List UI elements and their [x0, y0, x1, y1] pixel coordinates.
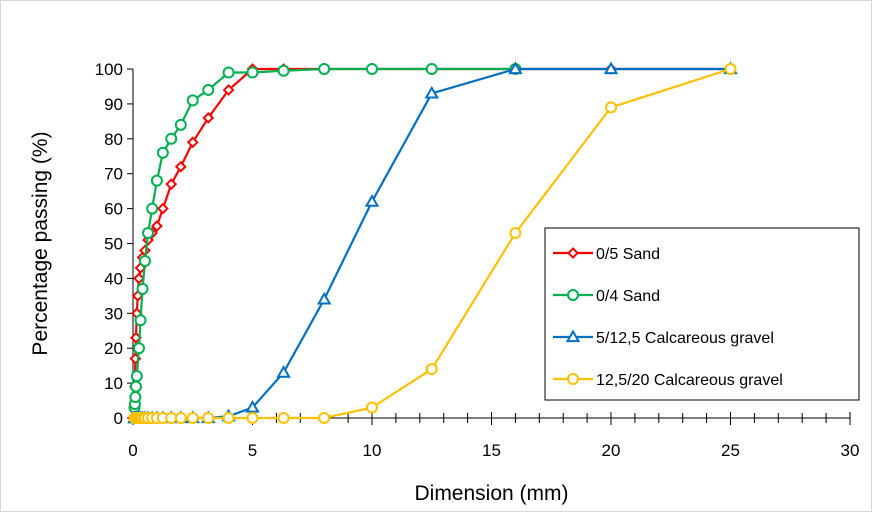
- data-point: [165, 412, 178, 424]
- data-point: [150, 220, 163, 232]
- data-point: [129, 380, 142, 393]
- y-tick-label: 40: [104, 269, 123, 288]
- series-line: [133, 67, 516, 408]
- data-point: [156, 146, 169, 159]
- data-point: [174, 160, 187, 173]
- legend-label: 5/12,5 Calcareous gravel: [596, 330, 774, 347]
- legend-entry: 12,5/20 Calcareous gravel: [553, 372, 783, 389]
- data-point: [277, 412, 290, 424]
- series-4: [128, 63, 737, 424]
- data-point: [202, 412, 215, 424]
- legend-swatch-marker: [567, 373, 579, 385]
- x-tick-label: 30: [841, 441, 860, 460]
- data-point: [138, 254, 151, 267]
- x-tick-label: 15: [482, 441, 501, 460]
- legend-box: [544, 227, 860, 401]
- x-tick-label: 5: [248, 441, 257, 460]
- series-2: [128, 63, 522, 414]
- y-tick-label: 10: [104, 374, 123, 393]
- data-point: [424, 85, 439, 99]
- data-point: [186, 412, 199, 424]
- x-tick-label: 0: [128, 441, 137, 460]
- data-point: [136, 282, 149, 295]
- data-point: [150, 174, 163, 187]
- y-tick-label: 80: [104, 130, 123, 149]
- data-point: [165, 132, 178, 145]
- data-point: [202, 83, 215, 96]
- data-point: [202, 111, 215, 124]
- data-point: [366, 401, 378, 414]
- data-point: [724, 63, 737, 75]
- y-tick-label: 100: [95, 60, 123, 79]
- data-point: [425, 363, 438, 376]
- data-point: [186, 136, 199, 149]
- data-point: [276, 365, 291, 378]
- y-tick-label: 70: [104, 165, 123, 184]
- data-point: [425, 63, 438, 75]
- y-tick-label: 0: [114, 409, 123, 428]
- x-tick-label: 10: [363, 441, 382, 460]
- data-point: [222, 66, 235, 79]
- data-point: [246, 66, 259, 79]
- data-point: [366, 63, 378, 75]
- legend-swatch-marker: [565, 329, 581, 343]
- legend-label: 12,5/20 Calcareous gravel: [596, 372, 783, 389]
- y-axis-title: Percentage passing (%): [29, 131, 52, 355]
- data-point: [508, 61, 523, 75]
- data-point: [133, 272, 145, 285]
- data-point: [156, 202, 169, 215]
- x-tick-label: 25: [721, 441, 740, 460]
- legend-swatch-marker: [567, 289, 579, 301]
- data-point: [186, 94, 199, 107]
- data-point: [222, 84, 235, 96]
- data-point: [246, 412, 259, 424]
- legend: 0/5 Sand 0/4 Sand 5/12,5 Calcareous gravel…: [544, 227, 860, 401]
- legend-label: 0/4 Sand: [596, 288, 660, 305]
- data-point: [174, 118, 187, 131]
- data-point: [277, 64, 290, 77]
- legend-swatch-marker: [567, 247, 579, 259]
- y-tick-label: 50: [104, 235, 123, 254]
- y-tick-label: 20: [104, 339, 123, 358]
- x-axis-title: Dimension (mm): [414, 482, 568, 505]
- legend-entry: 0/5 Sand: [553, 246, 660, 263]
- data-point: [174, 412, 187, 424]
- data-point: [605, 101, 617, 114]
- data-point: [134, 314, 147, 327]
- legend-entry: 5/12,5 Calcareous gravel: [553, 329, 774, 347]
- data-point: [509, 227, 522, 240]
- data-point: [364, 194, 380, 207]
- data-point: [146, 202, 159, 215]
- y-tick-label: 90: [104, 95, 123, 114]
- x-tick-label: 20: [602, 441, 621, 460]
- data-point: [603, 61, 619, 75]
- data-point: [318, 63, 331, 75]
- data-point: [142, 227, 155, 240]
- series-layer: [127, 61, 738, 424]
- data-point: [245, 400, 260, 413]
- data-point: [129, 391, 142, 404]
- data-point: [130, 370, 143, 383]
- data-point: [316, 291, 332, 305]
- y-tick-label: 60: [104, 200, 123, 219]
- data-point: [165, 178, 178, 191]
- data-point: [318, 412, 331, 424]
- legend-label: 0/5 Sand: [596, 246, 660, 263]
- data-point: [222, 412, 235, 424]
- data-point: [132, 342, 145, 355]
- legend-entry: 0/4 Sand: [553, 288, 660, 305]
- y-tick-label: 30: [104, 304, 123, 323]
